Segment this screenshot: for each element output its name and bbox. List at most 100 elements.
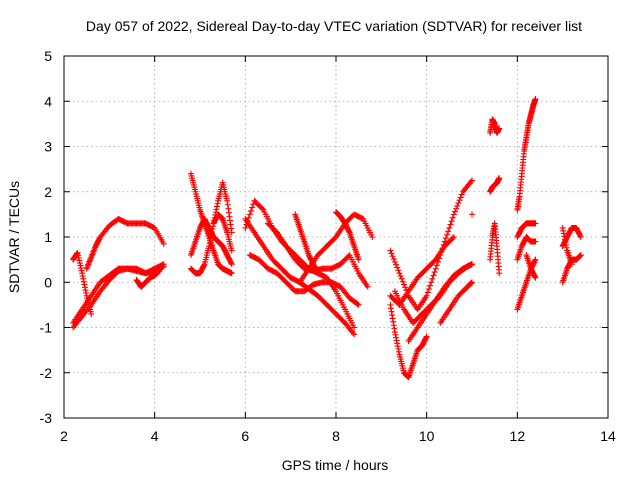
series-trace-05 — [133, 267, 163, 290]
data-point — [225, 209, 232, 216]
data-point — [389, 253, 396, 260]
data-point — [211, 217, 218, 224]
series-trace-34 — [559, 224, 575, 268]
data-point — [445, 228, 452, 235]
data-point — [456, 197, 463, 204]
data-point — [560, 227, 567, 234]
series-trace-23 — [469, 211, 475, 218]
data-point — [159, 263, 166, 270]
data-point — [228, 260, 235, 267]
data-point — [227, 221, 234, 228]
data-point — [563, 241, 570, 248]
data-point — [568, 261, 575, 268]
data-point — [224, 197, 231, 204]
data-point — [433, 262, 440, 269]
data-point — [89, 250, 96, 257]
data-point — [454, 202, 461, 209]
data-point — [394, 343, 401, 350]
data-point — [397, 273, 404, 280]
series-trace-21 — [387, 234, 457, 308]
data-point — [249, 204, 256, 211]
data-point — [391, 329, 398, 336]
series-trace-15 — [292, 211, 321, 277]
data-point — [81, 284, 88, 291]
x-tick-labels: 2 4 6 8 10 12 14 — [60, 428, 616, 444]
data-point — [450, 234, 457, 240]
data-point — [398, 275, 405, 282]
data-point — [469, 211, 475, 218]
axis-ticks — [63, 55, 609, 419]
data-point — [228, 261, 235, 268]
data-point — [531, 257, 538, 264]
data-point — [388, 250, 395, 257]
data-point — [449, 235, 456, 242]
y-axis-label: SDTVAR / TECUs — [6, 181, 22, 293]
data-point — [394, 340, 401, 347]
y-tick-label: 5 — [44, 48, 52, 64]
y-tick-label: 2 — [44, 184, 52, 200]
data-point — [156, 267, 163, 274]
series-trace-24 — [487, 116, 503, 136]
series-trace-22 — [437, 279, 475, 326]
data-point — [228, 229, 235, 236]
data-point — [577, 252, 584, 259]
data-point — [432, 265, 439, 272]
data-point — [469, 177, 475, 184]
data-point — [392, 331, 399, 338]
data-point — [86, 258, 93, 265]
data-point — [80, 275, 87, 282]
series-trace-09 — [210, 179, 235, 236]
data-point — [532, 220, 539, 227]
data-point — [83, 289, 90, 296]
data-point — [228, 225, 235, 232]
data-point — [87, 257, 94, 264]
y-tick-label: 1 — [44, 229, 52, 245]
data-point — [242, 224, 249, 231]
data-point — [207, 237, 214, 244]
data-marks — [70, 95, 584, 381]
data-point — [423, 333, 430, 340]
data-point — [82, 287, 89, 294]
data-point — [393, 334, 400, 341]
data-point — [577, 234, 584, 240]
data-point — [246, 211, 253, 218]
data-point — [91, 245, 98, 252]
x-tick-label: 8 — [332, 428, 340, 444]
data-point — [259, 205, 266, 212]
data-point — [85, 260, 92, 267]
data-point — [444, 231, 451, 238]
data-point — [210, 220, 217, 227]
data-point — [559, 224, 566, 231]
data-point — [387, 301, 394, 308]
data-point — [355, 256, 362, 263]
data-point — [560, 230, 567, 237]
data-point — [401, 281, 407, 288]
data-point — [448, 218, 455, 225]
data-point — [355, 301, 362, 308]
data-point — [531, 273, 538, 280]
data-point — [532, 274, 539, 281]
grid-lines — [64, 56, 608, 418]
series-trace-04 — [83, 215, 167, 272]
series-trace-12 — [246, 252, 362, 308]
data-point — [429, 275, 436, 282]
data-point — [532, 256, 539, 263]
data-point — [389, 312, 396, 319]
data-point — [228, 270, 235, 277]
x-tick-label: 12 — [510, 428, 526, 444]
data-point — [364, 283, 371, 290]
y-tick-label: -2 — [40, 365, 53, 381]
series-trace-07 — [187, 211, 235, 277]
data-point — [227, 217, 234, 224]
data-point — [85, 261, 92, 268]
data-point — [431, 269, 438, 276]
series-trace-08 — [187, 215, 235, 268]
y-tick-label: -3 — [40, 410, 53, 426]
data-point — [395, 267, 402, 274]
data-point — [561, 233, 568, 240]
data-point — [399, 278, 406, 285]
x-axis-label: GPS time / hours — [282, 457, 389, 473]
chart-title: Day 057 of 2022, Sidereal Day-to-day VTE… — [86, 18, 582, 34]
data-point — [563, 244, 570, 251]
